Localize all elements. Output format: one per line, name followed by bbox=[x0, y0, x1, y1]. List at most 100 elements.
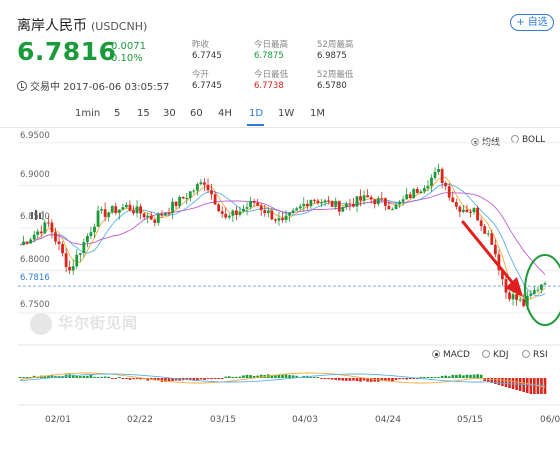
candle-body bbox=[458, 206, 462, 212]
candle-body bbox=[114, 206, 118, 213]
macd-bar bbox=[118, 377, 121, 378]
macd-bar bbox=[483, 378, 486, 381]
candle-body bbox=[330, 200, 334, 207]
macd-bar bbox=[114, 378, 118, 379]
tab-1m[interactable]: 1M bbox=[310, 108, 325, 119]
candle-body bbox=[227, 215, 231, 218]
macd-bar bbox=[440, 375, 444, 378]
tab-15[interactable]: 15 bbox=[137, 108, 150, 119]
x-tick-label: 04/24 bbox=[375, 415, 401, 425]
tab-5[interactable]: 5 bbox=[114, 108, 121, 119]
change-value: 0.0071 bbox=[111, 41, 146, 52]
moving-average-line bbox=[19, 183, 546, 297]
active-tab-indicator bbox=[247, 124, 264, 126]
candle-body bbox=[281, 218, 284, 220]
option-label: MACD bbox=[443, 350, 470, 360]
macd-bar bbox=[146, 378, 150, 381]
tab-30[interactable]: 30 bbox=[163, 108, 176, 119]
annotation-arrow-shaft bbox=[461, 220, 518, 289]
macd-bar bbox=[22, 377, 25, 378]
candle-body bbox=[447, 186, 451, 198]
macd-bar bbox=[469, 374, 472, 378]
candle-body bbox=[359, 196, 362, 201]
candle-body bbox=[444, 182, 448, 187]
candle-body bbox=[32, 234, 36, 240]
candle-body bbox=[355, 196, 359, 207]
macd-bar bbox=[433, 377, 437, 378]
macd-bar bbox=[274, 375, 277, 378]
candle-body bbox=[89, 232, 93, 236]
add-watchlist-button[interactable]: + 自选 bbox=[510, 14, 554, 31]
macd-bar bbox=[529, 378, 533, 394]
tab-1w[interactable]: 1W bbox=[278, 108, 295, 119]
candle-body bbox=[256, 202, 260, 206]
macd-bar bbox=[210, 378, 213, 380]
last-price: 6.7816 bbox=[17, 37, 117, 66]
candle-body bbox=[490, 233, 494, 245]
macd-bar bbox=[309, 377, 313, 378]
macd-bar bbox=[128, 378, 132, 380]
annotation-arrow-head bbox=[505, 277, 523, 297]
candle-body bbox=[405, 194, 409, 200]
moving-average-line bbox=[19, 177, 546, 301]
candle-body bbox=[266, 210, 270, 214]
watermark: 华尔街见闻 bbox=[30, 312, 138, 335]
tab-1d[interactable]: 1D bbox=[249, 108, 264, 119]
tab-60[interactable]: 60 bbox=[190, 108, 203, 119]
macd-bar bbox=[320, 378, 323, 379]
instrument-title: 离岸人民币 (USDCNH) bbox=[17, 15, 147, 35]
candle-body bbox=[57, 241, 61, 245]
change-percent: 0.10% bbox=[111, 53, 143, 64]
macd-bar bbox=[103, 376, 107, 378]
candle-body bbox=[231, 210, 235, 216]
candle-body bbox=[291, 210, 295, 213]
candle-body bbox=[369, 197, 373, 200]
tab-4h[interactable]: 4H bbox=[218, 108, 232, 119]
candle-body bbox=[203, 182, 206, 185]
y-tick-label: 6.7500 bbox=[20, 300, 50, 310]
macd-bar bbox=[430, 377, 433, 378]
candlestick-icon[interactable] bbox=[30, 209, 44, 221]
option-rsi[interactable]: RSI bbox=[522, 350, 548, 360]
candle-body bbox=[508, 292, 511, 300]
macd-bar bbox=[394, 378, 398, 380]
macd-bar bbox=[79, 376, 82, 378]
macd-bar bbox=[398, 378, 401, 380]
candle-body bbox=[238, 211, 242, 215]
candle-body bbox=[327, 200, 331, 202]
candle-body bbox=[217, 204, 221, 212]
macd-bar bbox=[387, 378, 391, 381]
option-kdj[interactable]: KDJ bbox=[482, 350, 509, 360]
option-label: RSI bbox=[533, 350, 548, 360]
candle-body bbox=[125, 204, 128, 208]
candle-body bbox=[540, 284, 543, 290]
candle-body bbox=[337, 200, 341, 212]
stat-value: 6.5780 bbox=[317, 81, 347, 91]
tab-1min[interactable]: 1min bbox=[75, 108, 101, 119]
macd-bar bbox=[369, 378, 373, 382]
candle-body bbox=[206, 184, 210, 191]
macd-bar bbox=[132, 378, 135, 380]
macd-bar bbox=[245, 374, 249, 378]
option-label: KDJ bbox=[493, 350, 509, 360]
candle-body bbox=[135, 206, 139, 214]
stat-label: 今日最低 bbox=[254, 70, 289, 80]
candle-body bbox=[132, 210, 135, 214]
macd-bar bbox=[82, 375, 86, 378]
candle-body bbox=[305, 203, 309, 207]
stat-label: 今开 bbox=[192, 70, 210, 80]
macd-bar bbox=[203, 378, 206, 380]
macd-bar bbox=[462, 375, 465, 378]
candle-body bbox=[419, 191, 423, 193]
candle-body bbox=[295, 208, 299, 211]
macd-bar bbox=[227, 376, 231, 378]
option-macd[interactable]: MACD bbox=[432, 350, 470, 360]
macd-bar bbox=[231, 377, 235, 378]
macd-bar bbox=[472, 374, 476, 378]
macd-bar bbox=[32, 375, 36, 378]
candle-body bbox=[543, 283, 547, 285]
stat-label: 今日最高 bbox=[254, 40, 289, 50]
macd-bar bbox=[465, 374, 469, 378]
candle-body bbox=[195, 184, 199, 191]
